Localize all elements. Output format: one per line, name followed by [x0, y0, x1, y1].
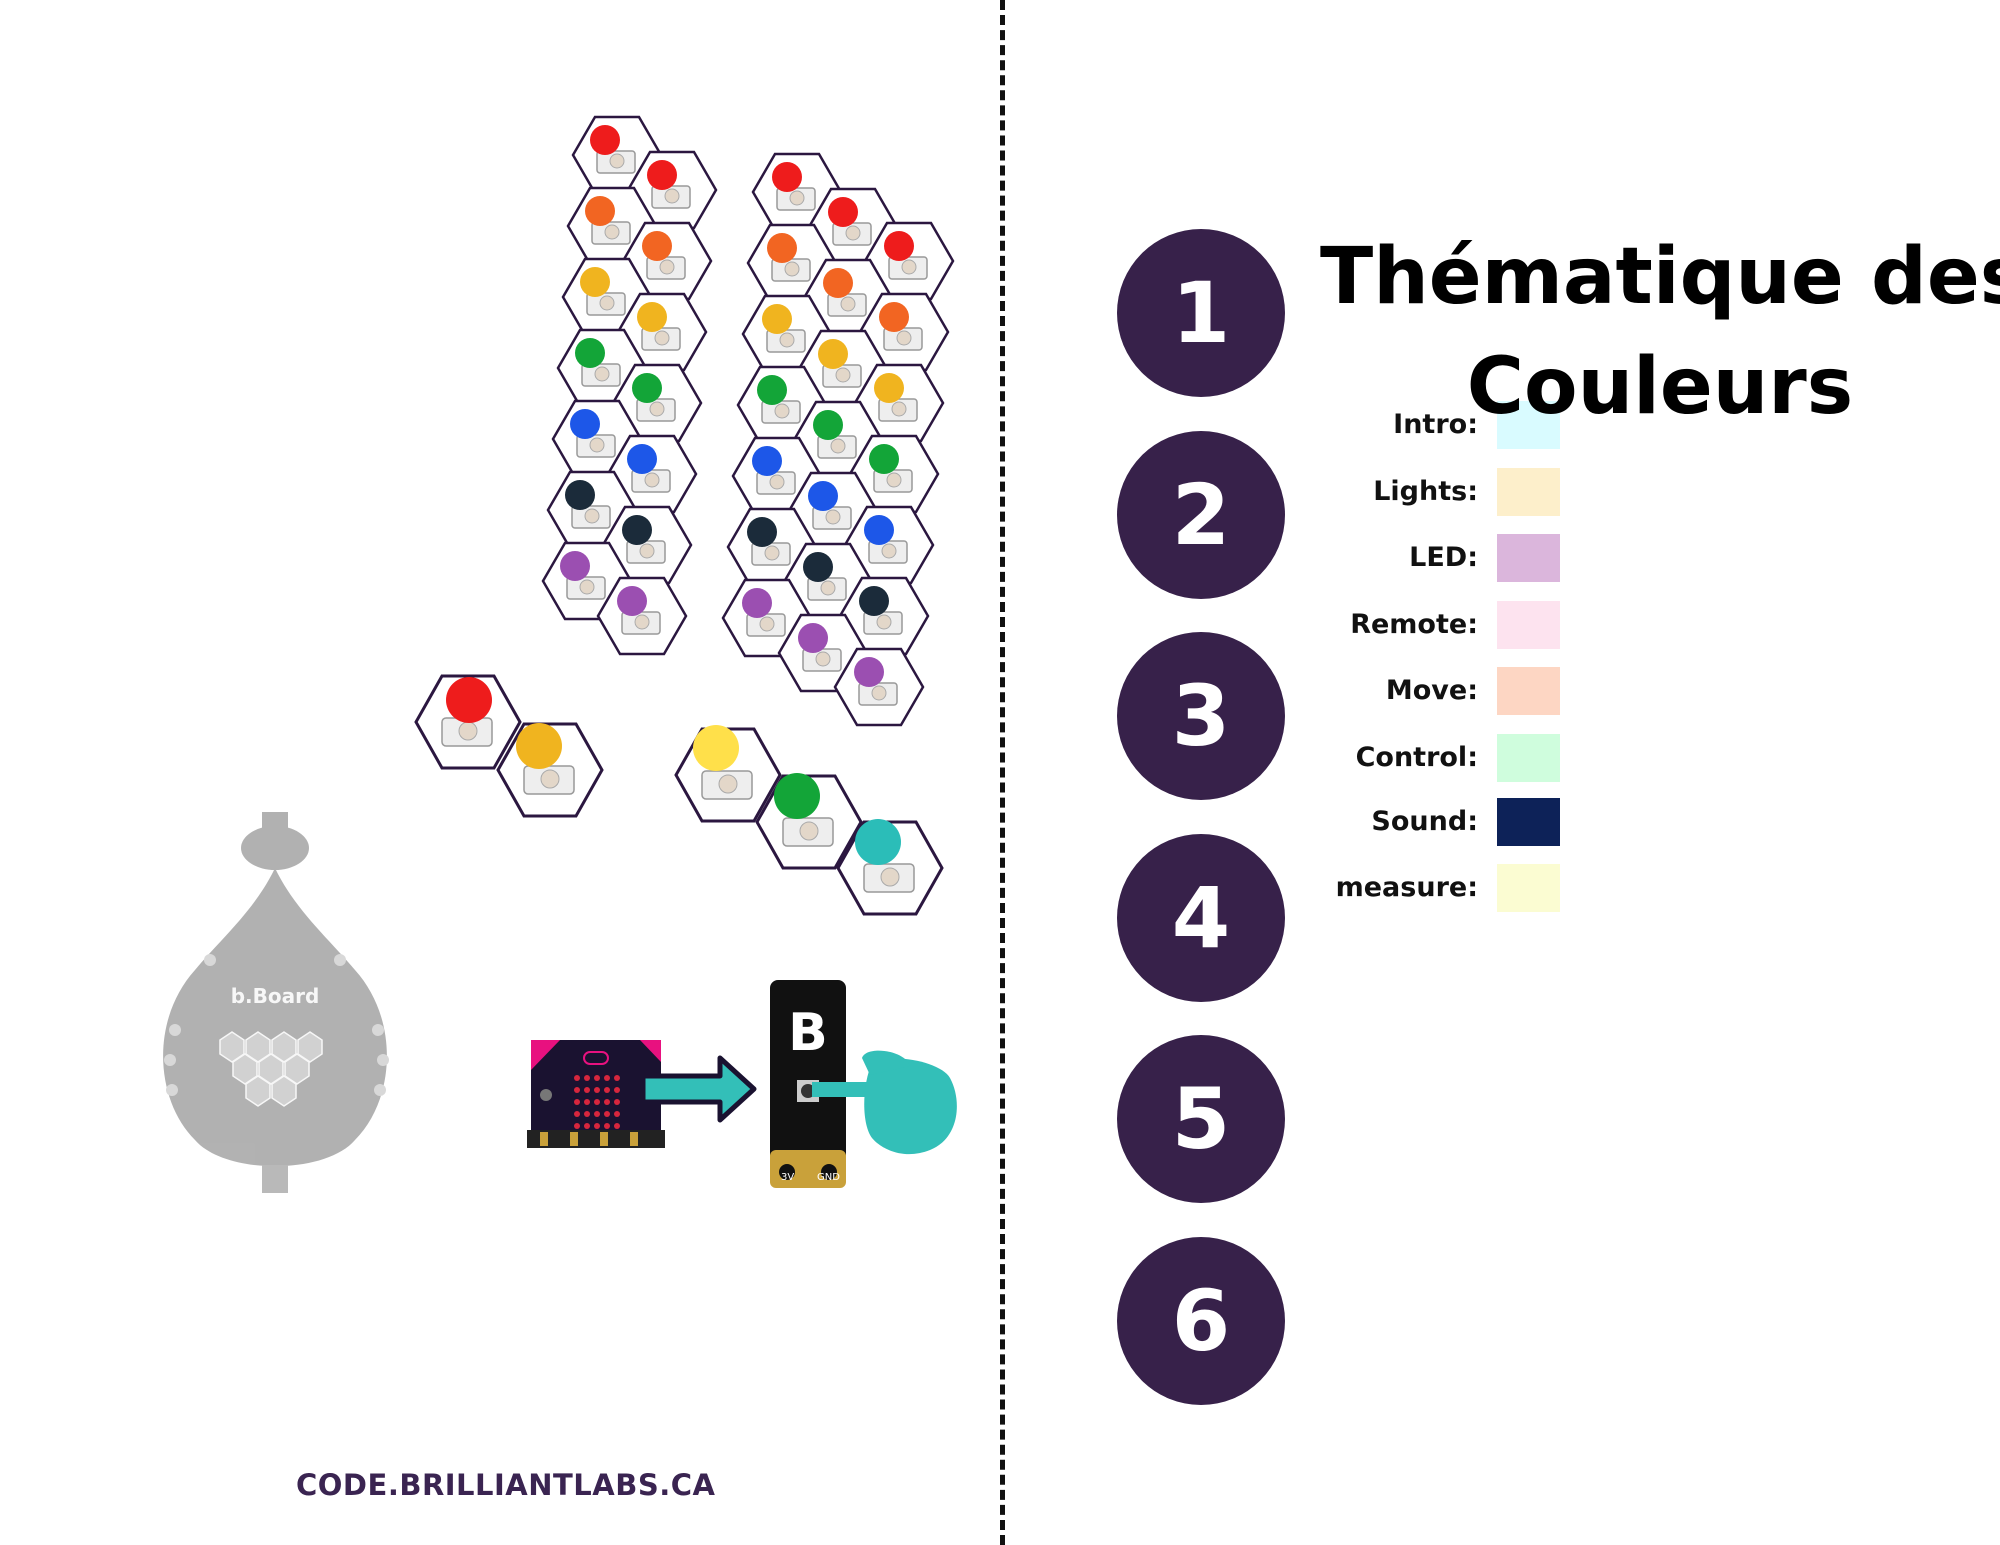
led-cell — [782, 542, 874, 622]
legend-swatch — [1497, 601, 1560, 649]
led-strip-b — [721, 152, 955, 727]
led-cell — [546, 470, 638, 550]
legend-swatch — [1497, 734, 1560, 782]
led-cell — [541, 541, 633, 621]
legend-label: measure: — [1335, 872, 1478, 903]
led-cell — [787, 471, 879, 551]
legend-swatch — [1497, 798, 1560, 846]
title-line-1: Thématique des — [1320, 232, 2000, 322]
led-cell — [674, 725, 782, 823]
legend-row-measure: measure: — [1330, 864, 1560, 912]
legend-row-lights: Lights: — [1330, 468, 1560, 516]
led-cell — [414, 674, 522, 770]
led-cell — [833, 647, 925, 727]
led-cell — [551, 399, 643, 479]
led-cell — [802, 258, 894, 338]
led-cell — [807, 187, 899, 267]
microbit-image — [527, 1040, 665, 1148]
led-cell — [626, 150, 718, 230]
legend-swatch — [1497, 468, 1560, 516]
legend-row-intro: Intro: — [1330, 401, 1560, 449]
led-cell — [741, 294, 833, 374]
step-circle-5: 5 — [1117, 1035, 1285, 1203]
legend-swatch — [1497, 667, 1560, 715]
step-circle-1: 1 — [1117, 229, 1285, 397]
legend-row-control: Control: — [1330, 734, 1560, 782]
led-cell — [571, 115, 663, 195]
b-board-image: b.Board — [163, 812, 389, 1193]
legend-label: Sound: — [1371, 806, 1478, 837]
led-cell — [843, 505, 935, 585]
board-label: b.Board — [231, 984, 320, 1008]
led-cell — [606, 434, 698, 514]
led-cell — [838, 576, 930, 656]
footer-url[interactable]: CODE.BRILLIANTLABS.CA — [296, 1468, 716, 1502]
legend-row-led: LED: — [1330, 534, 1560, 582]
led-cell — [496, 722, 604, 818]
led-cell — [561, 257, 653, 337]
illustration-area: b.Board B 3V GND — [163, 115, 957, 1193]
led-cell — [836, 819, 944, 916]
legend-row-move: Move: — [1330, 667, 1560, 715]
led-cell — [726, 507, 818, 587]
pin-label-gnd: GND — [817, 1172, 840, 1183]
legend-label: LED: — [1409, 542, 1478, 573]
button-b-module: B 3V GND — [770, 980, 846, 1188]
button-letter: B — [788, 1003, 828, 1063]
led-cell — [751, 152, 843, 232]
legend-swatch — [1497, 534, 1560, 582]
led-cell — [792, 400, 884, 480]
led-cell — [556, 328, 648, 408]
step-circle-3: 3 — [1117, 632, 1285, 800]
led-cell — [566, 186, 658, 266]
legend-label: Lights: — [1373, 476, 1478, 507]
led-cell — [863, 221, 955, 301]
dashed-divider — [1000, 0, 1005, 1545]
led-cell — [736, 365, 828, 445]
page-title: Thématique des Couleurs — [1320, 222, 2000, 442]
legend-swatch — [1497, 401, 1560, 449]
title-line-2: Couleurs — [1466, 342, 1854, 432]
step-circle-4: 4 — [1117, 834, 1285, 1002]
legend-label: Intro: — [1393, 409, 1478, 440]
led-cell — [858, 292, 950, 372]
pointing-hand-icon — [812, 1050, 957, 1155]
led-triple — [674, 725, 944, 916]
led-strip-a — [541, 115, 718, 656]
led-cell — [616, 292, 708, 372]
legend-row-remote: Remote: — [1330, 601, 1560, 649]
led-cell — [621, 221, 713, 301]
step-circle-6: 6 — [1117, 1237, 1285, 1405]
led-cell — [611, 363, 703, 443]
led-cell — [777, 613, 869, 693]
led-cell — [848, 434, 940, 514]
arrow-icon — [640, 1055, 757, 1123]
legend-row-sound: Sound: — [1330, 798, 1560, 846]
led-pair — [414, 674, 604, 818]
legend-label: Control: — [1355, 742, 1478, 773]
led-cell — [601, 505, 693, 585]
led-cell — [746, 223, 838, 303]
led-cell — [731, 436, 823, 516]
led-cell — [797, 329, 889, 409]
pin-label-3v: 3V — [781, 1172, 794, 1183]
legend-swatch — [1497, 864, 1560, 912]
led-cell — [721, 578, 813, 658]
legend-label: Remote: — [1350, 609, 1478, 640]
led-cell — [853, 363, 945, 443]
step-circle-2: 2 — [1117, 431, 1285, 599]
led-cell — [755, 773, 863, 870]
led-cell — [596, 576, 688, 656]
legend-label: Move: — [1385, 675, 1478, 706]
